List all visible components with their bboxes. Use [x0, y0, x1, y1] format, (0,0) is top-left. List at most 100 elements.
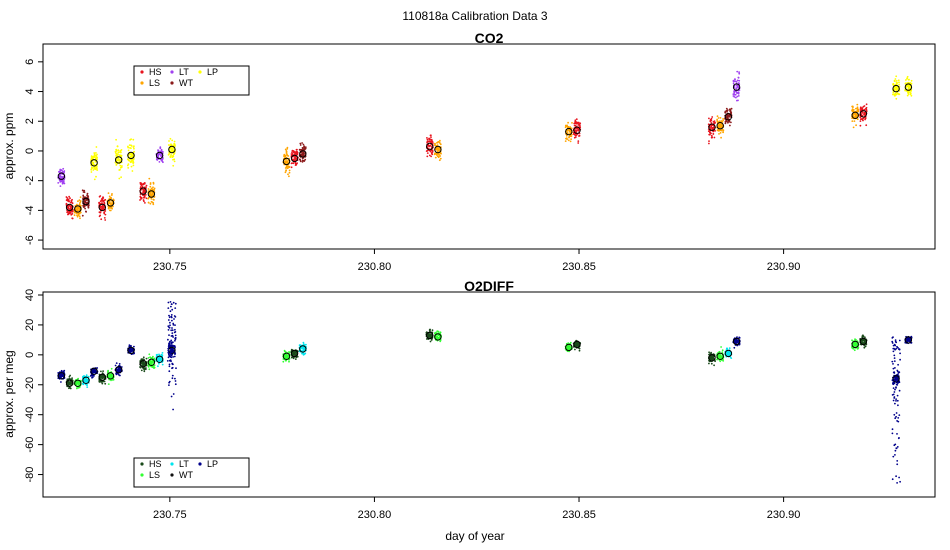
co2-legend-label-hs: HS [149, 67, 162, 77]
co2-cluster-ls [564, 121, 573, 143]
o2diff-point [71, 377, 73, 379]
o2diff-point [129, 348, 132, 351]
o2diff-point [896, 463, 899, 466]
co2-cluster-ls [433, 139, 442, 162]
o2diff-y-tick-label: 20 [24, 319, 36, 331]
co2-cluster-wt [81, 189, 90, 217]
o2diff-point [142, 365, 144, 367]
co2-point [303, 160, 306, 163]
co2-point [75, 208, 78, 211]
co2-point [143, 182, 146, 184]
co2-point [286, 148, 289, 150]
co2-point [567, 139, 570, 142]
co2-point [108, 195, 111, 198]
co2-point [59, 180, 62, 182]
co2-point [69, 212, 72, 214]
co2-point [131, 159, 134, 162]
o2diff-point [174, 328, 176, 331]
co2-cluster-mean-marker [434, 145, 442, 154]
o2diff-point [292, 357, 295, 360]
co2-point [737, 76, 740, 79]
o2diff-point [710, 355, 712, 358]
o2diff-point [574, 348, 576, 351]
co2-point [292, 150, 295, 153]
co2-legend-marker-wt [170, 81, 174, 85]
co2-point [129, 147, 131, 149]
co2-point [145, 184, 148, 187]
co2-point [115, 148, 117, 151]
co2-point [716, 129, 719, 132]
co2-y-tick-label: -2 [24, 176, 36, 186]
co2-point [570, 135, 573, 138]
o2diff-cluster-mean-marker [859, 337, 868, 346]
o2diff-cluster-mean-marker [565, 343, 573, 352]
co2-point [140, 184, 143, 186]
o2diff-point [170, 395, 173, 398]
co2-point [284, 167, 287, 169]
o2diff-point [174, 307, 177, 309]
co2-point [78, 215, 81, 218]
o2diff-point [133, 345, 135, 348]
o2diff-point [894, 449, 897, 452]
o2diff-point [895, 347, 898, 350]
co2-cluster-lt [732, 70, 741, 102]
co2-point [288, 171, 291, 174]
o2diff-point [894, 443, 897, 446]
co2-point [863, 108, 866, 111]
co2-cluster-lp [126, 138, 136, 172]
co2-point [288, 175, 290, 178]
co2-point [438, 159, 441, 162]
co2-legend-marker-lt [170, 70, 174, 74]
co2-cluster-mean-marker [65, 203, 74, 212]
o2diff-point [895, 415, 897, 418]
co2-point [300, 154, 303, 157]
co2-point [92, 169, 95, 171]
o2diff-cluster-mean-marker [147, 358, 156, 366]
co2-point [126, 164, 129, 167]
o2diff-point [893, 413, 896, 416]
o2diff-x-tick-label: 230.90 [767, 509, 801, 521]
co2-points [57, 70, 913, 221]
o2diff-point [172, 408, 175, 411]
co2-point [724, 122, 727, 125]
co2-point [152, 182, 155, 185]
o2diff-cluster-hs [572, 339, 582, 352]
co2-point [855, 124, 857, 127]
co2-point [851, 109, 854, 112]
co2-point [66, 205, 69, 208]
co2-point [429, 140, 432, 143]
o2diff-point [174, 383, 177, 386]
co2-point [94, 154, 97, 157]
o2diff-point [718, 356, 720, 359]
o2diff-point [862, 338, 865, 341]
o2diff-point [169, 324, 171, 327]
co2-cluster-mean-marker [90, 159, 98, 167]
co2-point [720, 126, 723, 129]
co2-point [82, 205, 85, 208]
co2-point [284, 171, 287, 174]
o2diff-point [99, 376, 102, 379]
o2diff-point [713, 364, 715, 367]
co2-point [909, 93, 912, 96]
o2diff-point [893, 347, 895, 350]
o2diff-point [855, 342, 858, 345]
o2diff-cluster-lp [114, 362, 123, 377]
o2diff-point [170, 342, 173, 345]
co2-point [856, 107, 859, 109]
o2diff-point [115, 362, 118, 364]
o2diff-point [430, 339, 433, 341]
co2-point [81, 189, 84, 192]
co2-point [287, 165, 289, 168]
co2-point [149, 185, 152, 188]
o2diff-point [158, 357, 160, 360]
co2-point [62, 167, 65, 170]
o2diff-point [104, 382, 107, 385]
o2diff-point [172, 345, 175, 347]
o2diff-cluster-lt [81, 374, 90, 388]
co2-cluster-lt [155, 146, 164, 164]
o2diff-point [438, 336, 441, 339]
co2-point [716, 118, 718, 121]
co2-point [103, 211, 106, 214]
